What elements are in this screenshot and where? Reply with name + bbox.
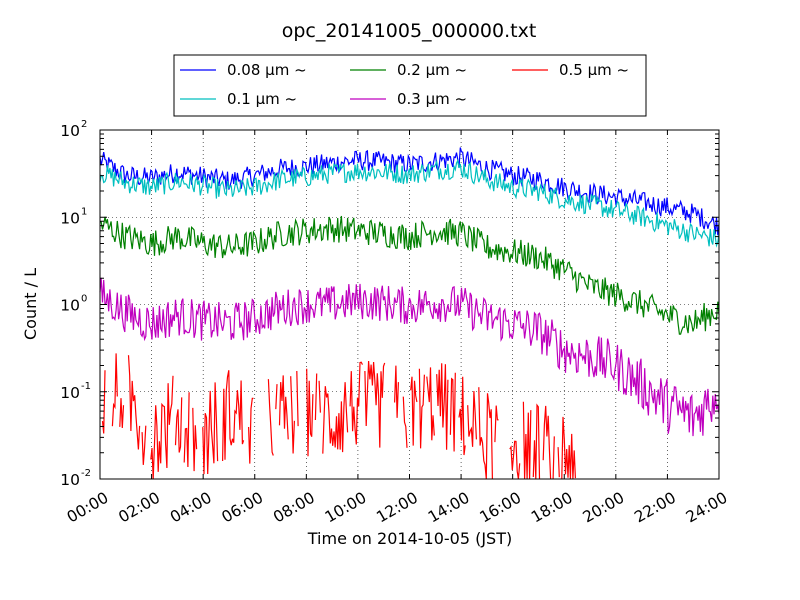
y-tick-label: 10 bbox=[60, 384, 80, 402]
x-tick-label: 02:00 bbox=[115, 489, 163, 527]
series-line bbox=[99, 158, 720, 248]
legend: 0.08 μm ~ 0.1 μm ~ 0.2 μm ~ 0.3 μm ~ 0.5 μm … bbox=[173, 54, 647, 117]
chart-title: opc_20141005_000000.txt bbox=[282, 20, 537, 42]
legend-label: 0.5 μm ~ bbox=[559, 61, 629, 79]
x-tick-label: 20:00 bbox=[580, 489, 628, 527]
series-layer bbox=[99, 147, 720, 480]
legend-label: 0.08 μm ~ bbox=[227, 61, 307, 79]
series-line bbox=[101, 353, 576, 480]
x-tick-label: 06:00 bbox=[219, 489, 267, 527]
series-line bbox=[99, 277, 720, 437]
x-tick-label: 00:00 bbox=[64, 489, 112, 527]
y-tick-exponent: -1 bbox=[81, 381, 91, 392]
y-tick-label: 10 bbox=[60, 209, 80, 227]
y-tick-exponent: 0 bbox=[81, 294, 87, 305]
series-line bbox=[99, 147, 720, 236]
y-tick-exponent: -2 bbox=[81, 468, 91, 479]
legend-label: 0.1 μm ~ bbox=[227, 90, 297, 108]
series-line bbox=[99, 215, 720, 335]
x-axis-label: Time on 2014-10-05 (JST) bbox=[307, 529, 512, 548]
x-tick-label: 18:00 bbox=[528, 489, 576, 527]
x-tick-label: 14:00 bbox=[425, 489, 473, 527]
x-tick-label: 12:00 bbox=[373, 489, 421, 527]
legend-box bbox=[173, 54, 647, 117]
legend-label: 0.2 μm ~ bbox=[397, 61, 467, 79]
x-tick-label: 08:00 bbox=[270, 489, 318, 527]
x-tick-label: 04:00 bbox=[167, 489, 215, 527]
y-tick-label: 10 bbox=[60, 471, 80, 489]
x-tick-label: 22:00 bbox=[631, 489, 679, 527]
x-tick-label: 16:00 bbox=[477, 489, 525, 527]
x-tick-label: 10:00 bbox=[322, 489, 370, 527]
y-tick-exponent: 2 bbox=[81, 119, 87, 130]
y-tick-exponent: 1 bbox=[81, 206, 87, 217]
y-tick-label: 10 bbox=[60, 122, 80, 140]
legend-label: 0.3 μm ~ bbox=[397, 90, 467, 108]
y-axis-label: Count / L bbox=[21, 268, 40, 340]
y-tick-label: 10 bbox=[60, 297, 80, 315]
x-tick-label: 24:00 bbox=[683, 489, 731, 527]
